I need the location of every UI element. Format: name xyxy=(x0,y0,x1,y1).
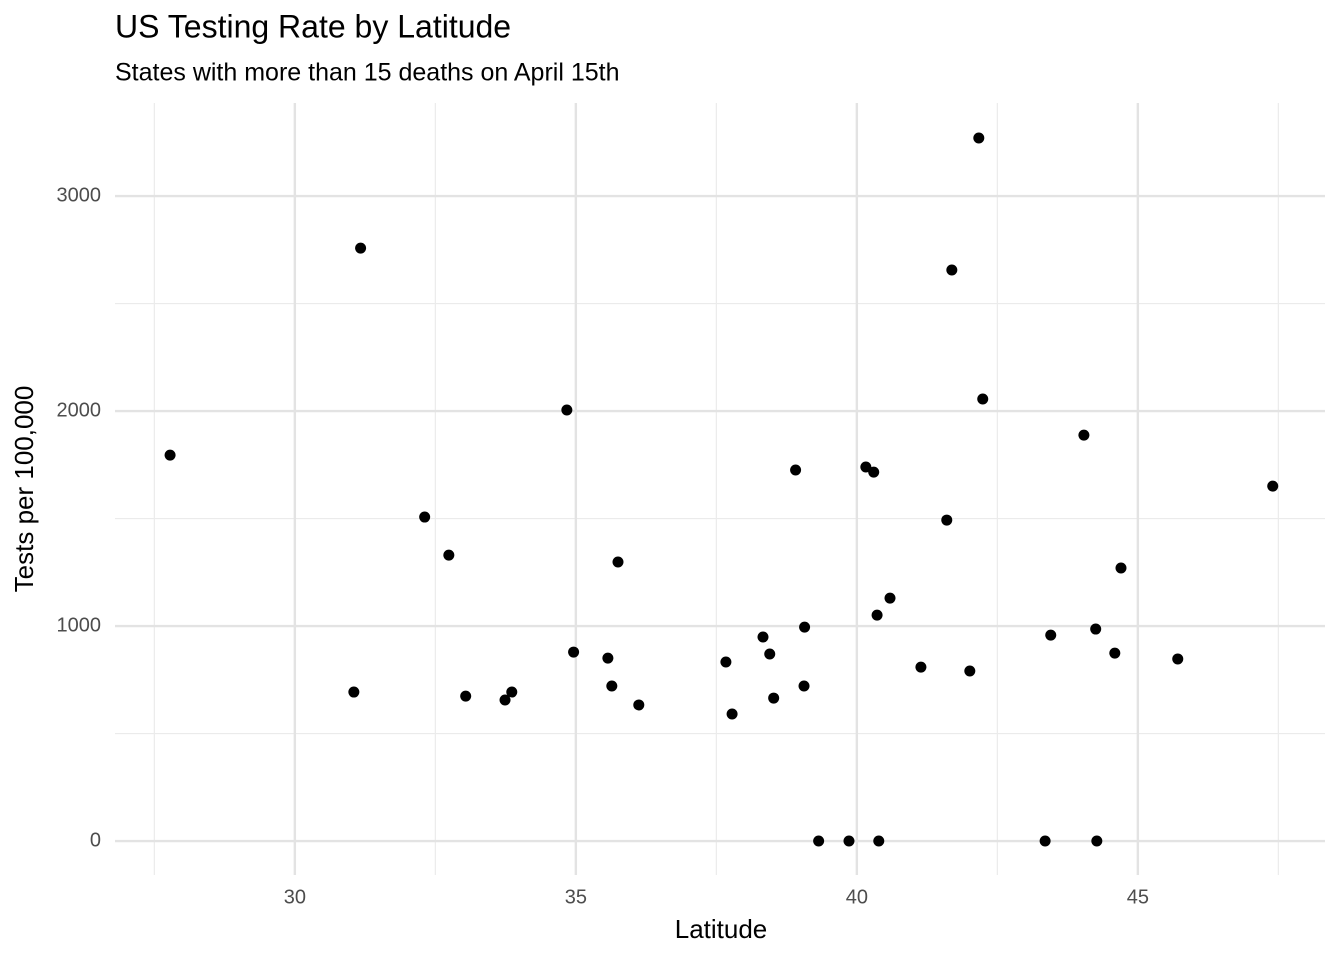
y-tick-label: 1000 xyxy=(57,614,102,636)
point xyxy=(946,264,958,276)
point xyxy=(1115,562,1127,574)
points xyxy=(164,132,1279,847)
y-axis-label: Tests per 100,000 xyxy=(9,386,39,593)
point xyxy=(460,690,472,702)
point xyxy=(720,656,732,668)
point xyxy=(355,242,367,254)
point xyxy=(164,449,176,461)
point xyxy=(1078,429,1090,441)
point xyxy=(419,511,431,523)
point xyxy=(860,461,872,473)
point xyxy=(633,699,645,711)
y-tick-label: 3000 xyxy=(57,184,102,206)
point xyxy=(1172,653,1184,665)
point xyxy=(568,646,580,658)
point xyxy=(612,556,624,568)
point xyxy=(602,652,614,664)
chart-title: US Testing Rate by Latitude xyxy=(115,8,511,44)
y-tick-label: 0 xyxy=(90,829,101,851)
point xyxy=(868,466,880,478)
point xyxy=(915,661,927,673)
point xyxy=(973,132,985,144)
grid xyxy=(115,103,1325,875)
point xyxy=(443,549,455,561)
x-tick-label: 40 xyxy=(846,886,868,908)
point xyxy=(348,686,360,698)
point xyxy=(1045,629,1057,641)
point xyxy=(977,393,989,405)
y-tick-label: 2000 xyxy=(57,399,102,421)
chart-subtitle: States with more than 15 deaths on April… xyxy=(115,59,619,87)
point xyxy=(798,680,810,692)
point xyxy=(499,694,511,706)
point xyxy=(1090,623,1102,635)
point xyxy=(1267,480,1279,492)
point xyxy=(506,686,518,698)
point xyxy=(813,835,825,847)
x-axis-label: Latitude xyxy=(675,914,768,944)
point xyxy=(884,592,896,604)
point xyxy=(757,631,769,643)
point xyxy=(964,665,976,677)
x-tick-label: 35 xyxy=(565,886,587,908)
point xyxy=(561,404,573,416)
point xyxy=(843,835,855,847)
point xyxy=(764,648,776,660)
point xyxy=(799,621,811,633)
point xyxy=(768,692,780,704)
point xyxy=(1109,647,1121,659)
point xyxy=(790,464,802,476)
point xyxy=(1091,835,1103,847)
x-tick-label: 45 xyxy=(1127,886,1149,908)
point xyxy=(873,835,885,847)
point xyxy=(1039,835,1051,847)
point xyxy=(726,708,738,720)
point xyxy=(871,609,883,621)
point xyxy=(941,514,953,526)
x-tick-label: 30 xyxy=(284,886,306,908)
point xyxy=(606,680,618,692)
